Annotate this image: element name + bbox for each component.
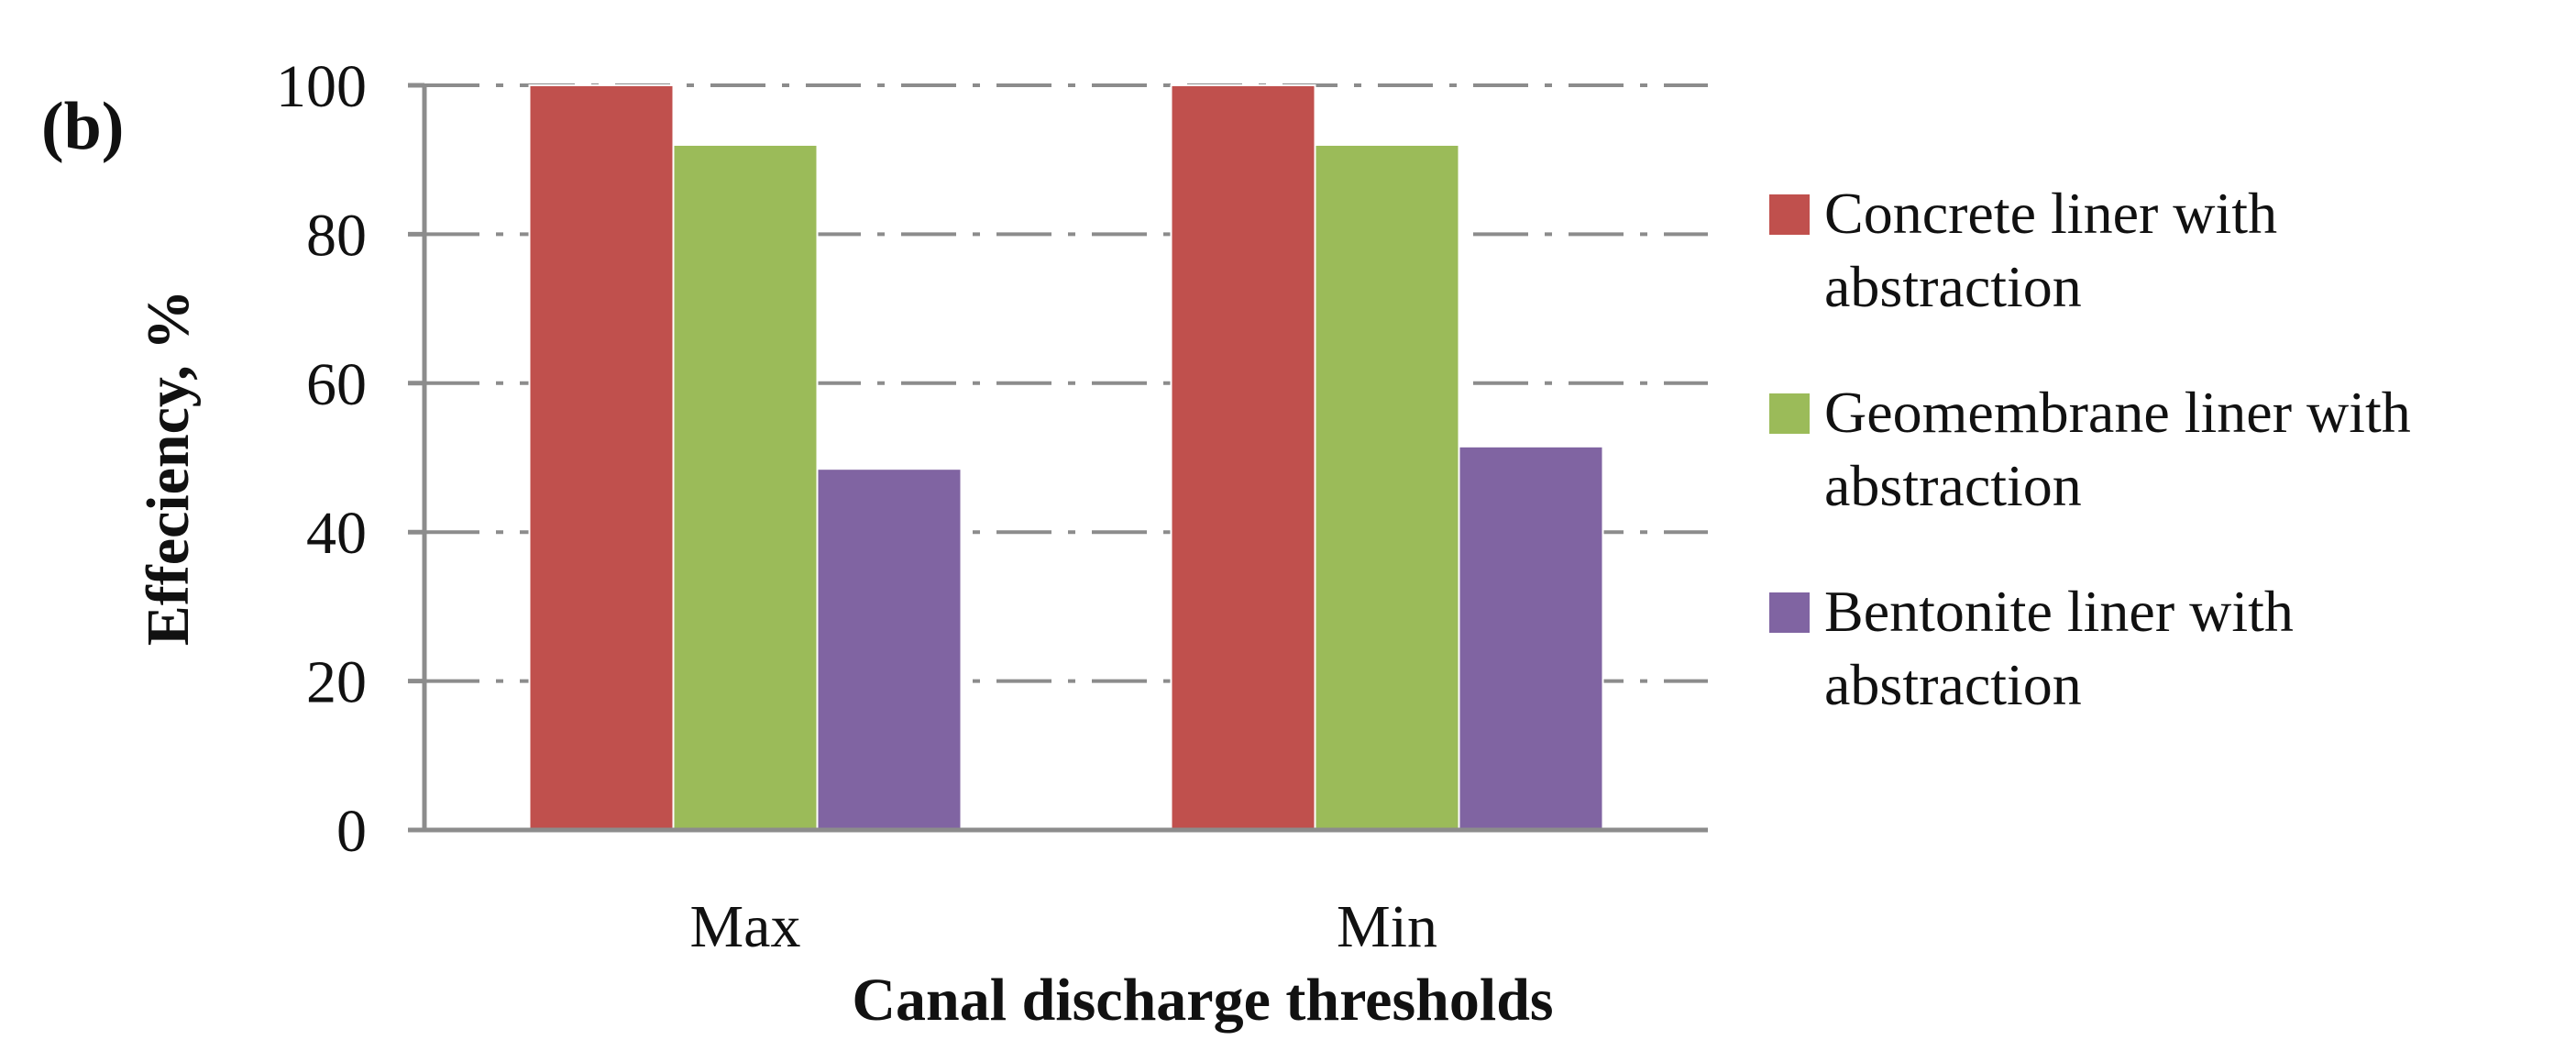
bar bbox=[1458, 445, 1604, 831]
axes bbox=[422, 85, 1708, 833]
legend-swatch bbox=[1769, 592, 1810, 633]
y-tick-label: 40 bbox=[306, 500, 367, 567]
y-axis-title: Effeciency, % bbox=[135, 290, 202, 647]
y-tick-label: 60 bbox=[306, 351, 367, 418]
legend-label: abstraction bbox=[1824, 453, 2082, 518]
legend-label: abstraction bbox=[1824, 652, 2082, 717]
y-tick-label: 20 bbox=[306, 649, 367, 716]
legend: Concrete liner with abstraction Geomembran… bbox=[1769, 181, 2411, 717]
bar bbox=[672, 143, 819, 831]
y-tick-label: 100 bbox=[276, 53, 367, 120]
y-tick-label: 0 bbox=[336, 798, 367, 865]
bar bbox=[528, 84, 675, 831]
legend-label: Concrete liner with bbox=[1824, 181, 2277, 246]
y-tick-label: 80 bbox=[306, 202, 367, 269]
legend-label: Geomembrane liner with bbox=[1824, 380, 2411, 445]
legend-swatch bbox=[1769, 393, 1810, 434]
bar bbox=[1314, 143, 1460, 831]
x-tick-label: Max bbox=[690, 893, 801, 960]
x-tick-label: Min bbox=[1337, 893, 1437, 960]
bar bbox=[1170, 84, 1316, 831]
legend-label: abstraction bbox=[1824, 254, 2082, 319]
x-axis-title: Canal discharge thresholds bbox=[852, 967, 1553, 1034]
legend-swatch bbox=[1769, 194, 1810, 235]
bars bbox=[528, 84, 1604, 831]
panel-label: (b) bbox=[41, 89, 124, 164]
legend-label: Bentonite liner with bbox=[1824, 579, 2294, 644]
x-tick-labels: Max Min bbox=[690, 893, 1438, 960]
bar bbox=[816, 468, 963, 831]
y-tick-labels: 0 20 40 60 80 100 bbox=[276, 53, 367, 865]
